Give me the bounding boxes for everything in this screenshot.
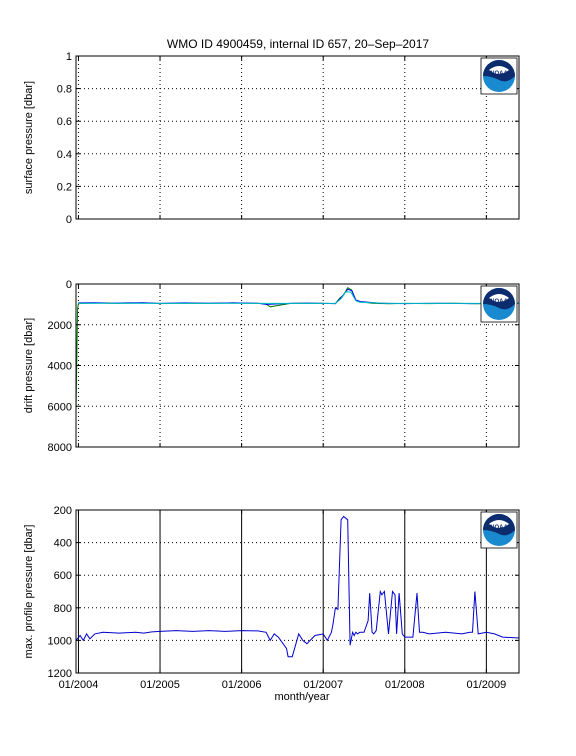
noaa-logo: NOAA (480, 57, 518, 95)
y-tick-label: 600 (54, 570, 72, 582)
y-tick-label: 800 (54, 603, 72, 615)
x-tick-label: 01/2005 (140, 679, 180, 691)
plot-area (76, 284, 519, 447)
x-tick-label: 01/2006 (222, 679, 262, 691)
y-tick-label: 8000 (48, 442, 72, 454)
noaa-logo: NOAA (480, 285, 518, 323)
y-tick-label: 2000 (48, 320, 72, 332)
y-tick-label: 0 (66, 214, 72, 226)
logo-gull (489, 66, 509, 74)
logo-text: NOAA (490, 299, 508, 305)
logo-gull (489, 294, 509, 302)
drift-pressure-axes: 0 2000 4000 6000 8000 drift pressure [dbar] NO… (23, 279, 520, 454)
plot-area (76, 56, 519, 219)
figure-title: WMO ID 4900459, internal ID 657, 20–Sep–… (167, 37, 429, 51)
y-tick-label: 200 (54, 505, 72, 517)
x-tick-label: 01/2007 (303, 679, 343, 691)
axes-frame (75, 55, 520, 220)
axes-frame (75, 509, 520, 674)
x-tick-label: 01/2009 (466, 679, 506, 691)
y-tick-label: 400 (54, 538, 72, 550)
y-tick-label: 0.4 (57, 149, 72, 161)
surface-pressure-axes: 0 0.2 0.4 0.6 0.8 1 surface pressure [dbar] NOA… (23, 51, 520, 226)
y-tick-label: 0.8 (57, 84, 72, 96)
noaa-logo: NOAA (480, 511, 518, 549)
y-tick-label: 1200 (48, 668, 72, 680)
y-tick-label: 1 (66, 51, 72, 63)
y-tick-label: 0.2 (57, 181, 72, 193)
y-tick-label: 0 (66, 279, 72, 291)
series-line-2 (78, 291, 519, 304)
x-tick-label: 01/2004 (59, 679, 99, 691)
y-tick-label: 4000 (48, 361, 72, 373)
plot-area (76, 510, 519, 673)
y-tick-label: 1000 (48, 635, 72, 647)
x-axis-label: month/year (274, 691, 329, 703)
logo-gull (489, 520, 509, 528)
series-line-0 (75, 515, 520, 658)
y-axis-label: max. profile pressure [dbar] (23, 525, 35, 659)
logo-text: NOAA (490, 525, 508, 531)
x-tick-label: 01/2008 (385, 679, 425, 691)
y-tick-label: 6000 (48, 401, 72, 413)
y-axis-label: drift pressure [dbar] (23, 318, 35, 413)
logo-text: NOAA (490, 71, 508, 77)
y-axis-label: surface pressure [dbar] (23, 81, 35, 194)
y-tick-label: 0.6 (57, 116, 72, 128)
